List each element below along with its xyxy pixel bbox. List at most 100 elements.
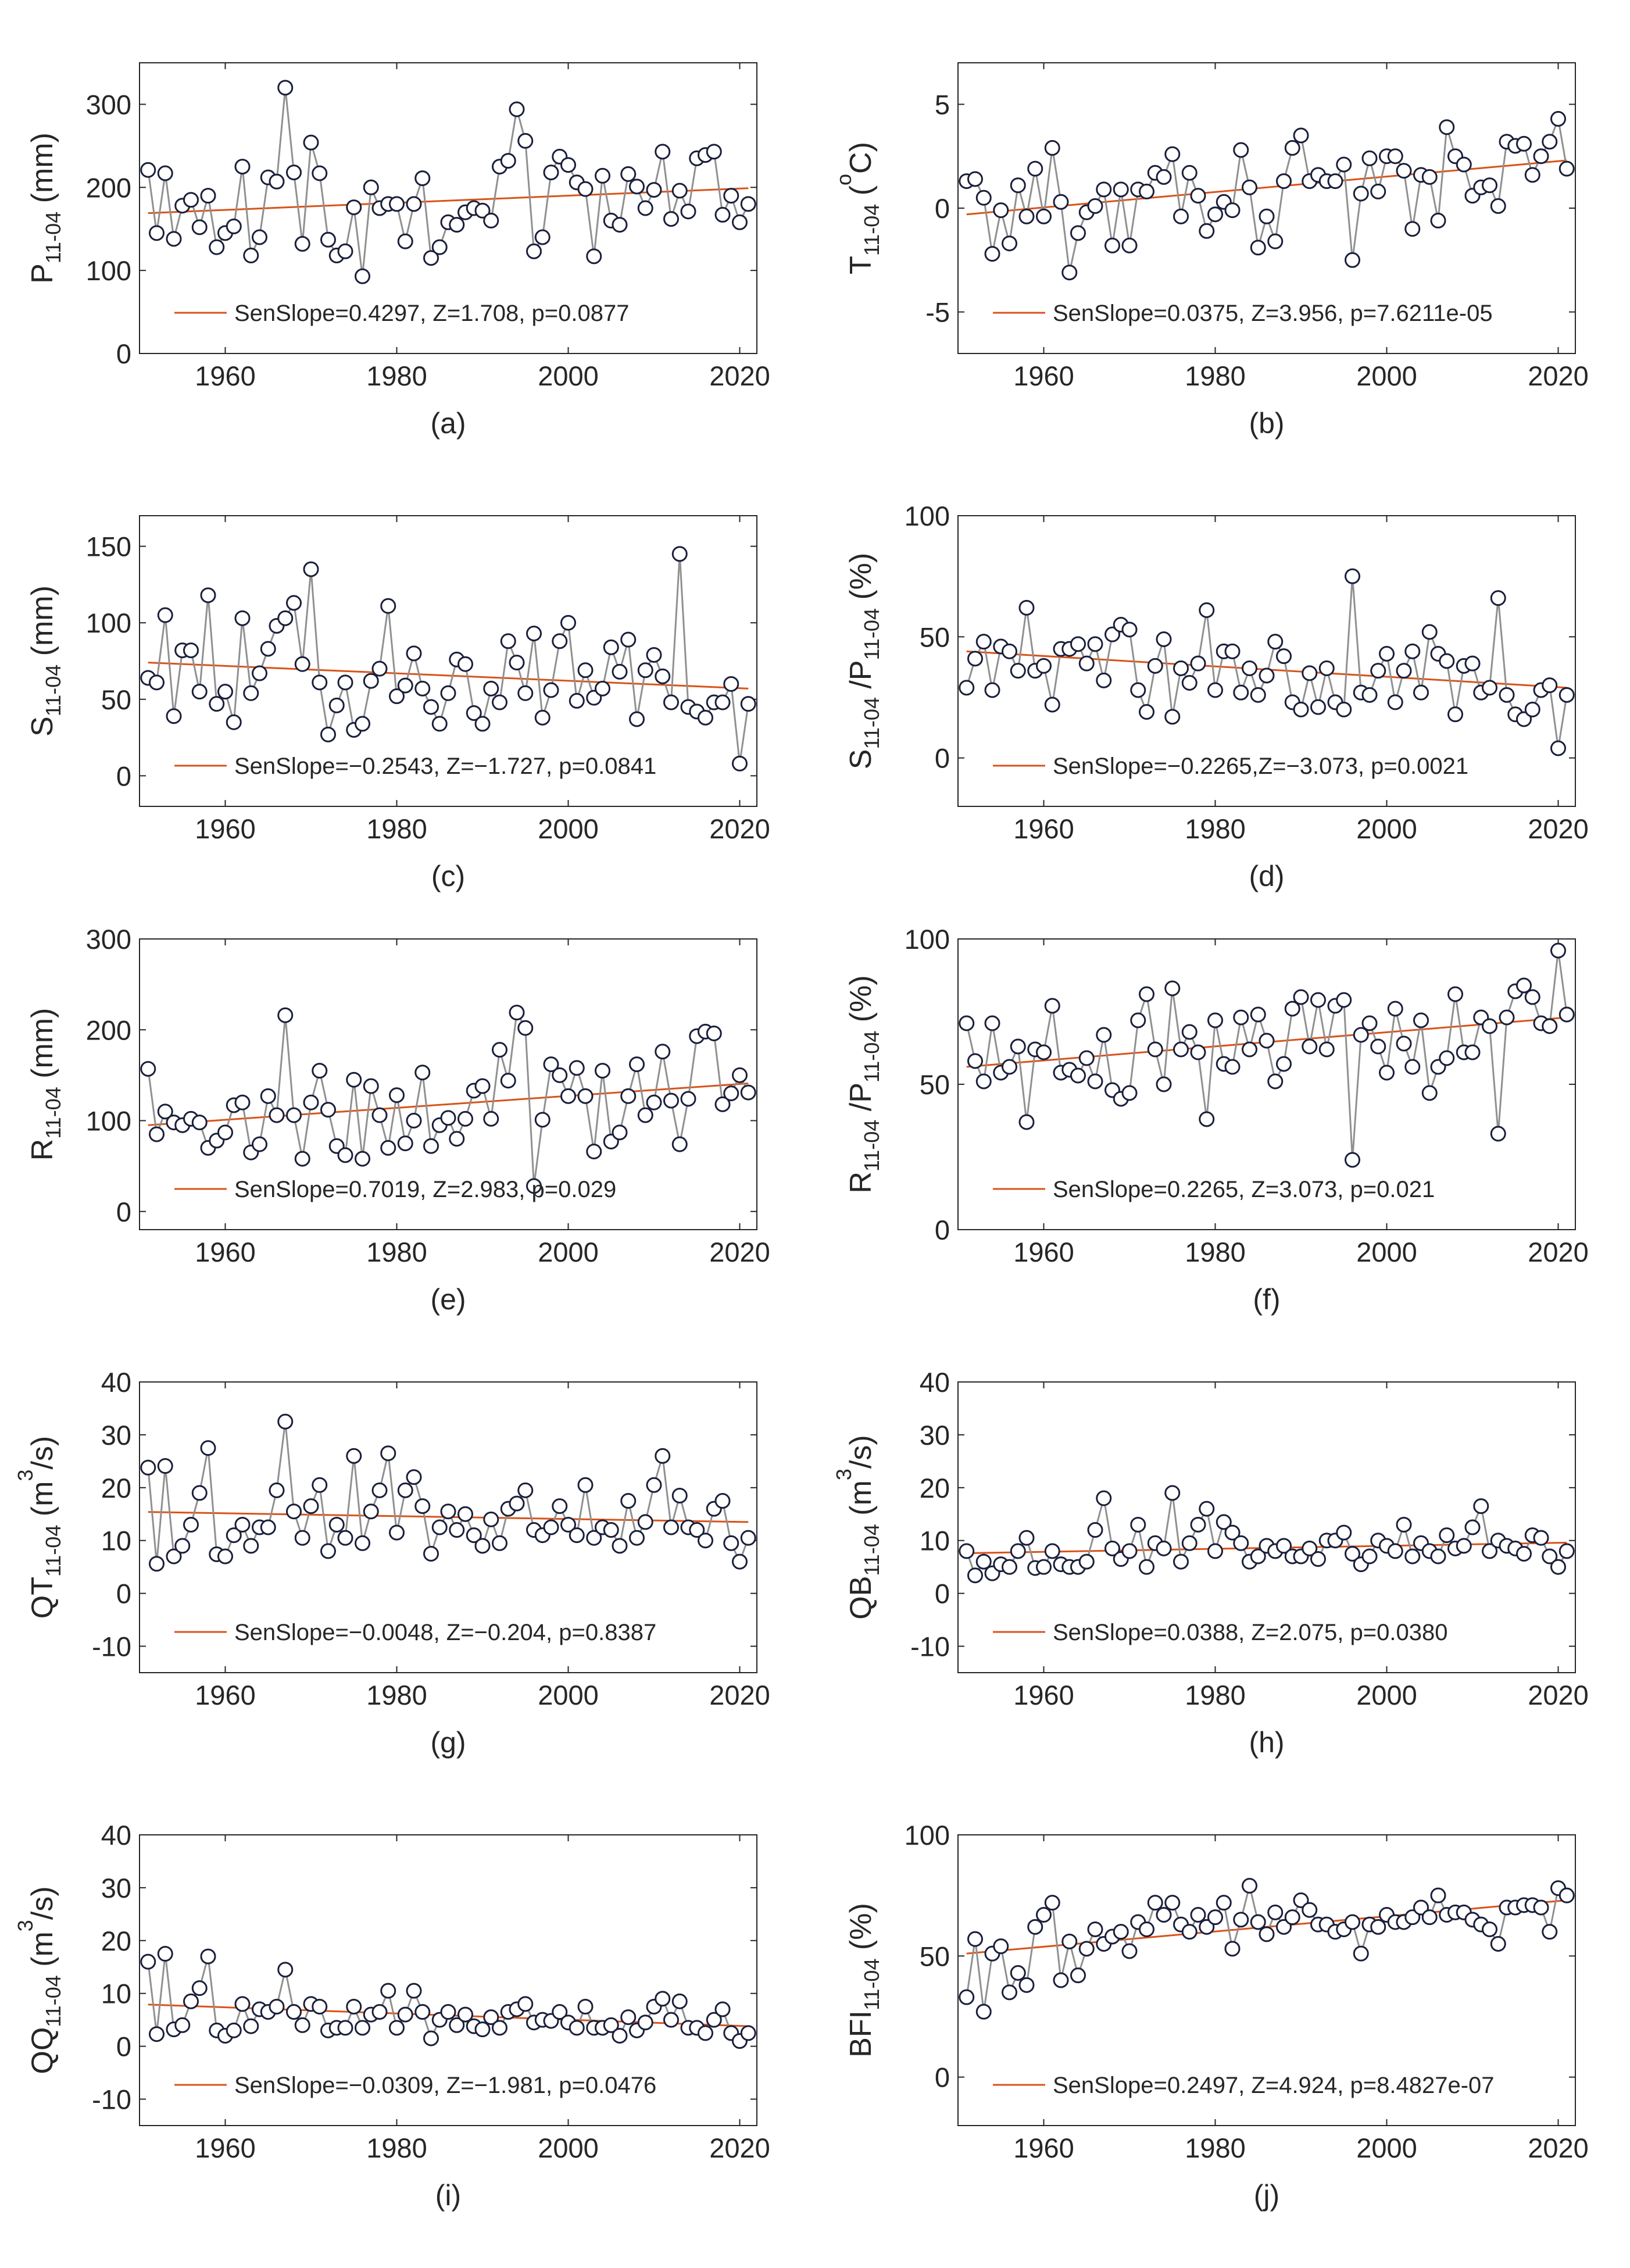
y-tick-label: 50 [920, 622, 950, 652]
x-tick-label: 2000 [1356, 1680, 1417, 1710]
data-point [603, 2017, 619, 2033]
data-point [1558, 1543, 1575, 1559]
y-tick-label: 10 [101, 1978, 131, 2009]
data-point [346, 1072, 362, 1088]
data-point [1121, 1943, 1138, 1959]
data-point [243, 685, 259, 701]
panel-label: (a) [430, 407, 466, 440]
y-tick-label: 150 [86, 531, 131, 562]
data-point [1284, 1909, 1300, 1926]
y-axis-label-part: QQ [26, 2027, 59, 2074]
data-point [1233, 684, 1249, 701]
data-point [1259, 667, 1275, 684]
data-point [1396, 1035, 1412, 1052]
data-point [303, 1094, 319, 1110]
data-point [1542, 1924, 1558, 1940]
data-point [1542, 1548, 1558, 1565]
data-point [560, 615, 576, 631]
data-point [1002, 235, 1017, 252]
data-point [1216, 1514, 1232, 1530]
data-point [200, 188, 216, 204]
data-point [577, 1088, 594, 1104]
data-point [1276, 1538, 1292, 1554]
data-point [423, 1138, 439, 1154]
data-point [1044, 697, 1060, 713]
y-tick-label: 100 [905, 924, 950, 955]
data-point [1207, 206, 1223, 223]
data-point [1421, 1085, 1438, 1101]
data-point [1430, 1548, 1446, 1565]
data-point [1018, 208, 1035, 224]
data-point [149, 225, 165, 241]
panel-label: (h) [1249, 1726, 1284, 1759]
data-point [371, 1482, 388, 1498]
y-tick-label: -5 [925, 297, 950, 328]
data-point [603, 1522, 619, 1538]
data-point [1130, 1012, 1146, 1028]
y-axis-label: R11-04 (mm) [26, 1008, 65, 1161]
data-point [569, 1527, 585, 1544]
data-point [1139, 1559, 1154, 1575]
data-point [1087, 1921, 1103, 1937]
data-point [560, 157, 576, 173]
data-point [1310, 699, 1326, 715]
y-tick-label: 100 [905, 501, 950, 531]
data-point [1224, 1524, 1241, 1541]
data-point [363, 1078, 379, 1094]
data-point [1147, 1041, 1163, 1058]
data-point [1173, 1553, 1189, 1570]
data-point [629, 178, 645, 195]
data-point [397, 233, 413, 249]
data-point [157, 1946, 173, 1962]
data-point [355, 1151, 370, 1167]
data-point [1276, 1056, 1292, 1072]
data-point [1421, 1909, 1438, 1926]
data-point [355, 268, 370, 284]
data-point [406, 196, 422, 212]
legend-entry: SenSlope=−0.2543, Z=−1.727, p=0.0841 [234, 753, 656, 779]
data-point [1370, 663, 1386, 679]
data-point [1404, 1059, 1421, 1075]
data-point [371, 2004, 388, 2020]
y-tick-label: 20 [101, 1473, 131, 1503]
y-tick-label: 50 [920, 1069, 950, 1100]
data-point [1345, 1545, 1360, 1562]
x-tick-label: 2000 [538, 1237, 599, 1267]
y-axis-label-part: BFI [844, 2010, 878, 2058]
data-point [552, 2004, 568, 2020]
data-point [740, 1530, 756, 1546]
data-point [1387, 694, 1403, 710]
data-point [1190, 1907, 1206, 1923]
data-point [380, 1983, 396, 1999]
data-point [1302, 1540, 1318, 1556]
y-axis-label: T11-04 (oC) [832, 142, 884, 274]
y-axis-label-part: 11-04 [860, 1031, 884, 1083]
y-tick-label: 30 [101, 1420, 131, 1451]
data-point [993, 1938, 1009, 1955]
data-point [646, 1477, 662, 1493]
x-tick-label: 1960 [195, 1680, 256, 1710]
y-tick-label: -10 [92, 2084, 131, 2115]
panel-label: (j) [1254, 2179, 1279, 2212]
legend-entry: SenSlope=0.2497, Z=4.924, p=8.4827e-07 [1053, 2073, 1495, 2098]
data-point [243, 247, 259, 263]
data-point [149, 674, 165, 691]
data-point [1224, 1059, 1241, 1075]
data-point [483, 680, 499, 697]
data-point [1164, 1485, 1181, 1501]
data-point [406, 1469, 422, 1485]
data-point [1318, 1041, 1335, 1058]
data-point [560, 1088, 576, 1104]
legend-entry: SenSlope=−0.0048, Z=−0.204, p=0.8387 [234, 1620, 656, 1645]
x-tick-label: 1960 [195, 360, 256, 391]
x-tick-label: 2000 [538, 2133, 599, 2163]
data-point [671, 183, 688, 199]
data-point [346, 1448, 362, 1464]
data-point [1242, 660, 1257, 676]
data-point [1276, 1919, 1292, 1935]
x-tick-label: 2000 [538, 1680, 599, 1710]
data-point [1113, 1924, 1129, 1940]
axes-box [957, 515, 1576, 807]
data-point [226, 2022, 242, 2038]
